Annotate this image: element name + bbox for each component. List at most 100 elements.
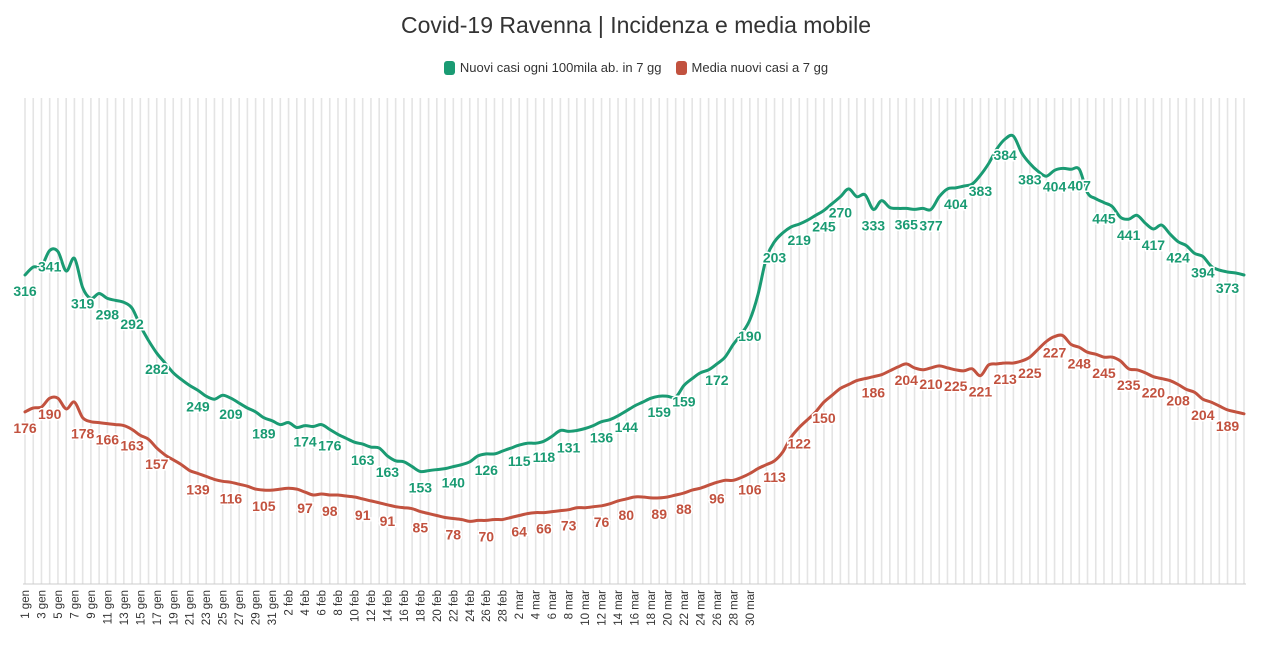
x-tick-label: 18 mar bbox=[646, 590, 658, 626]
data-label-media: 208 bbox=[1166, 392, 1190, 408]
data-label-incidenza: 153 bbox=[409, 480, 433, 496]
legend-swatch-green bbox=[443, 60, 455, 75]
data-label-media: 213 bbox=[993, 371, 1017, 387]
data-label-incidenza: 270 bbox=[829, 205, 853, 221]
data-label-media: 227 bbox=[1043, 345, 1067, 361]
data-label-media: 248 bbox=[1068, 355, 1092, 371]
data-label-incidenza: 377 bbox=[919, 217, 943, 233]
legend-item-media[interactable]: Media nuovi casi a 7 gg bbox=[675, 60, 829, 75]
data-label-media: 106 bbox=[738, 481, 762, 497]
data-label-incidenza: 367 bbox=[1241, 0, 1265, 3]
data-label-media: 76 bbox=[594, 514, 610, 530]
data-label-media: 221 bbox=[969, 384, 993, 400]
data-label-incidenza: 365 bbox=[895, 216, 919, 232]
data-label-media: 189 bbox=[1216, 418, 1240, 434]
data-label-media: 70 bbox=[478, 528, 494, 544]
data-label-media: 178 bbox=[71, 426, 95, 442]
x-tick-label: 28 mar bbox=[728, 590, 740, 626]
x-tick-label: 2 feb bbox=[284, 590, 296, 616]
data-label-media: 116 bbox=[220, 490, 243, 506]
series-line-media bbox=[23, 333, 1246, 523]
x-tick-label: 27 gen bbox=[234, 590, 246, 625]
data-label-media: 139 bbox=[186, 481, 210, 497]
x-tick-label: 20 feb bbox=[432, 590, 444, 622]
data-label-media: 97 bbox=[297, 500, 313, 516]
data-label-incidenza: 249 bbox=[186, 398, 210, 414]
x-tick-label: 15 gen bbox=[135, 590, 147, 625]
x-tick-label: 26 feb bbox=[481, 590, 493, 622]
data-label-incidenza: 131 bbox=[557, 439, 581, 455]
data-label-incidenza: 404 bbox=[1043, 178, 1067, 194]
data-label-media: 105 bbox=[252, 498, 276, 514]
data-label-incidenza: 384 bbox=[993, 147, 1017, 163]
data-label-media: 157 bbox=[145, 456, 169, 472]
data-label-media: 98 bbox=[322, 503, 338, 519]
x-tick-label: 12 mar bbox=[597, 590, 609, 626]
data-label-incidenza: 140 bbox=[442, 475, 466, 491]
chart-legend: Nuovi casi ogni 100mila ab. in 7 gg Medi… bbox=[0, 60, 1272, 75]
data-label-media: 178 bbox=[1241, 0, 1265, 3]
x-tick-label: 4 mar bbox=[531, 590, 543, 620]
data-label-media: 66 bbox=[536, 521, 552, 537]
data-label-incidenza: 298 bbox=[96, 306, 120, 322]
x-tick-label: 1 gen bbox=[20, 590, 32, 619]
data-label-incidenza: 383 bbox=[1018, 171, 1042, 187]
legend-label-media: Media nuovi casi a 7 gg bbox=[691, 60, 829, 75]
x-tick-label: 9 gen bbox=[86, 590, 98, 619]
data-label-media: 150 bbox=[812, 410, 836, 426]
data-label-incidenza: 407 bbox=[1068, 177, 1092, 193]
data-label-incidenza: 190 bbox=[738, 328, 762, 344]
x-tick-label: 16 mar bbox=[630, 590, 642, 626]
x-tick-label: 10 feb bbox=[349, 590, 361, 622]
data-label-incidenza: 338 bbox=[1265, 0, 1272, 3]
x-tick-label: 6 mar bbox=[547, 590, 559, 620]
data-label-media: 176 bbox=[13, 420, 37, 436]
data-label-media: 91 bbox=[355, 507, 371, 523]
x-tick-label: 18 feb bbox=[415, 590, 427, 622]
data-label-incidenza: 209 bbox=[219, 406, 243, 422]
data-label-incidenza: 203 bbox=[763, 250, 787, 266]
x-tick-label: 23 gen bbox=[201, 590, 213, 625]
data-label-media: 210 bbox=[919, 376, 943, 392]
data-label-media: 96 bbox=[709, 490, 725, 506]
data-label-incidenza: 174 bbox=[293, 434, 317, 450]
data-label-incidenza: 159 bbox=[672, 393, 696, 409]
data-label-media: 163 bbox=[120, 437, 144, 453]
data-label-incidenza: 373 bbox=[1216, 280, 1240, 296]
x-tick-label: 14 mar bbox=[613, 590, 625, 626]
data-label-incidenza: 219 bbox=[788, 232, 812, 248]
data-label-incidenza: 417 bbox=[1142, 237, 1166, 253]
x-tick-label: 11 gen bbox=[102, 590, 114, 624]
data-label-media: 73 bbox=[561, 518, 577, 534]
x-tick-label: 26 mar bbox=[712, 590, 724, 626]
data-label-media: 245 bbox=[1092, 365, 1116, 381]
data-label-incidenza: 333 bbox=[862, 217, 886, 233]
data-label-incidenza: 394 bbox=[1191, 264, 1215, 280]
x-tick-label: 30 mar bbox=[745, 590, 757, 626]
x-tick-label: 22 feb bbox=[448, 590, 460, 622]
data-label-incidenza: 163 bbox=[351, 452, 375, 468]
data-label-incidenza: 441 bbox=[1117, 227, 1141, 243]
series-line-incidenza bbox=[23, 133, 1246, 474]
data-label-media: 225 bbox=[944, 378, 968, 394]
x-tick-label: 8 mar bbox=[564, 590, 576, 620]
data-label-media: 190 bbox=[38, 406, 62, 422]
x-tick-label: 5 gen bbox=[53, 590, 65, 619]
legend-label-incidenza: Nuovi casi ogni 100mila ab. in 7 gg bbox=[459, 60, 662, 75]
data-label-incidenza: 163 bbox=[376, 464, 400, 480]
data-label-incidenza: 115 bbox=[508, 453, 531, 469]
x-tick-label: 10 mar bbox=[580, 590, 592, 626]
data-label-media: 186 bbox=[862, 385, 886, 401]
data-label-media: 64 bbox=[511, 524, 527, 540]
legend-swatch-red bbox=[675, 60, 687, 75]
legend-item-incidenza[interactable]: Nuovi casi ogni 100mila ab. in 7 gg bbox=[443, 60, 662, 75]
x-tick-label: 20 mar bbox=[662, 590, 674, 626]
data-label-incidenza: 292 bbox=[120, 316, 144, 332]
data-label-incidenza: 245 bbox=[812, 218, 836, 234]
data-label-incidenza: 159 bbox=[648, 404, 672, 420]
data-label-incidenza: 144 bbox=[615, 419, 639, 435]
x-tick-label: 2 mar bbox=[514, 590, 526, 620]
data-label-incidenza: 172 bbox=[705, 372, 729, 388]
data-label-incidenza: 282 bbox=[145, 361, 169, 377]
